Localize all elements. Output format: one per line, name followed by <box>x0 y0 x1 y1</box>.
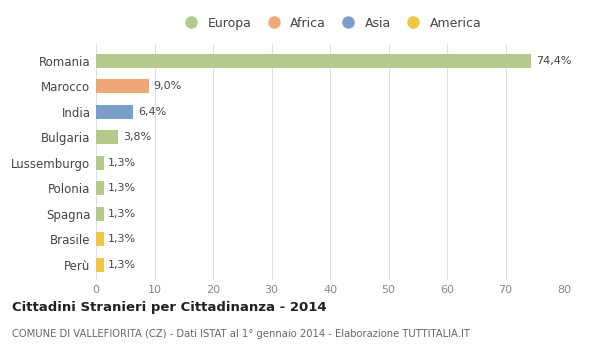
Text: 1,3%: 1,3% <box>108 209 136 219</box>
Text: Cittadini Stranieri per Cittadinanza - 2014: Cittadini Stranieri per Cittadinanza - 2… <box>12 301 326 314</box>
Text: 6,4%: 6,4% <box>138 107 166 117</box>
Bar <box>96 156 104 170</box>
Bar <box>96 105 133 119</box>
Text: 3,8%: 3,8% <box>123 132 151 142</box>
Text: 9,0%: 9,0% <box>154 81 182 91</box>
Text: 1,3%: 1,3% <box>108 234 136 244</box>
Bar <box>96 181 104 195</box>
Text: 74,4%: 74,4% <box>536 56 571 66</box>
Text: 1,3%: 1,3% <box>108 183 136 193</box>
Bar <box>96 232 104 246</box>
Bar <box>96 207 104 221</box>
Text: 1,3%: 1,3% <box>108 158 136 168</box>
Bar <box>96 54 531 68</box>
Text: 1,3%: 1,3% <box>108 260 136 270</box>
Bar <box>96 130 118 144</box>
Bar <box>96 79 149 93</box>
Text: COMUNE DI VALLEFIORITA (CZ) - Dati ISTAT al 1° gennaio 2014 - Elaborazione TUTTI: COMUNE DI VALLEFIORITA (CZ) - Dati ISTAT… <box>12 329 470 339</box>
Legend: Europa, Africa, Asia, America: Europa, Africa, Asia, America <box>173 12 487 35</box>
Bar <box>96 258 104 272</box>
